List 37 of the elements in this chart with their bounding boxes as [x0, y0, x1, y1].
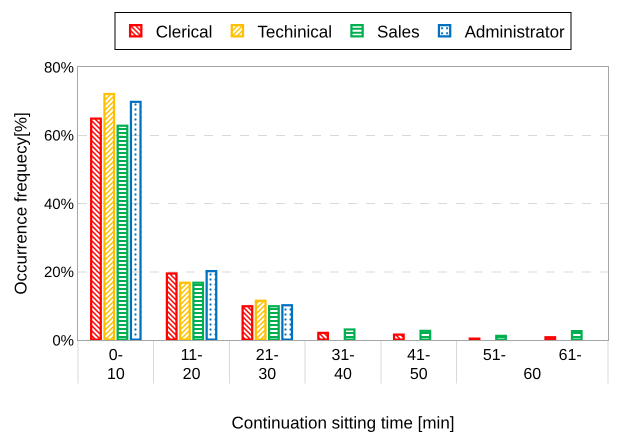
category-label: 41- 50: [407, 347, 430, 384]
category-label: 21- 30: [256, 347, 279, 384]
y-tick-label: 40%: [44, 196, 74, 213]
x-axis-title: Continuation sitting time [min]: [232, 414, 454, 433]
y-axis-title: Occurrence frequecy[%]: [12, 112, 31, 295]
bar: [206, 270, 218, 340]
bar: [130, 100, 142, 340]
legend-label: Sales: [377, 22, 420, 42]
y-tick-label: 60%: [44, 128, 74, 144]
y-tick-label: 0%: [52, 332, 74, 350]
bar: [268, 305, 280, 340]
bar: [254, 300, 267, 340]
bar: [317, 332, 330, 340]
y-tick-label: 20%: [44, 264, 74, 281]
bar: [192, 282, 204, 340]
bar: [570, 330, 583, 340]
bar: [419, 330, 432, 340]
bar: [281, 304, 294, 340]
bar: [179, 282, 191, 340]
x-tick-label: 61-: [558, 347, 582, 364]
bar: [392, 333, 405, 340]
category-label: 31- 40: [331, 347, 355, 384]
legend-label: Administrator: [464, 22, 566, 42]
category-label: 11- 20: [180, 347, 203, 384]
bar: [241, 305, 254, 340]
bar: [103, 92, 116, 340]
bar: [544, 336, 556, 340]
legend-label: Techinical: [257, 22, 332, 42]
legend-label: Clerical: [156, 22, 212, 42]
category-label: 51- 60: [482, 347, 542, 384]
bar: [90, 117, 102, 340]
bar: [495, 334, 507, 340]
bar: [166, 272, 178, 340]
category-label: 0- 10: [106, 347, 125, 384]
bar: [116, 124, 128, 340]
y-tick-label: 80%: [44, 59, 74, 76]
bar: [344, 328, 356, 340]
